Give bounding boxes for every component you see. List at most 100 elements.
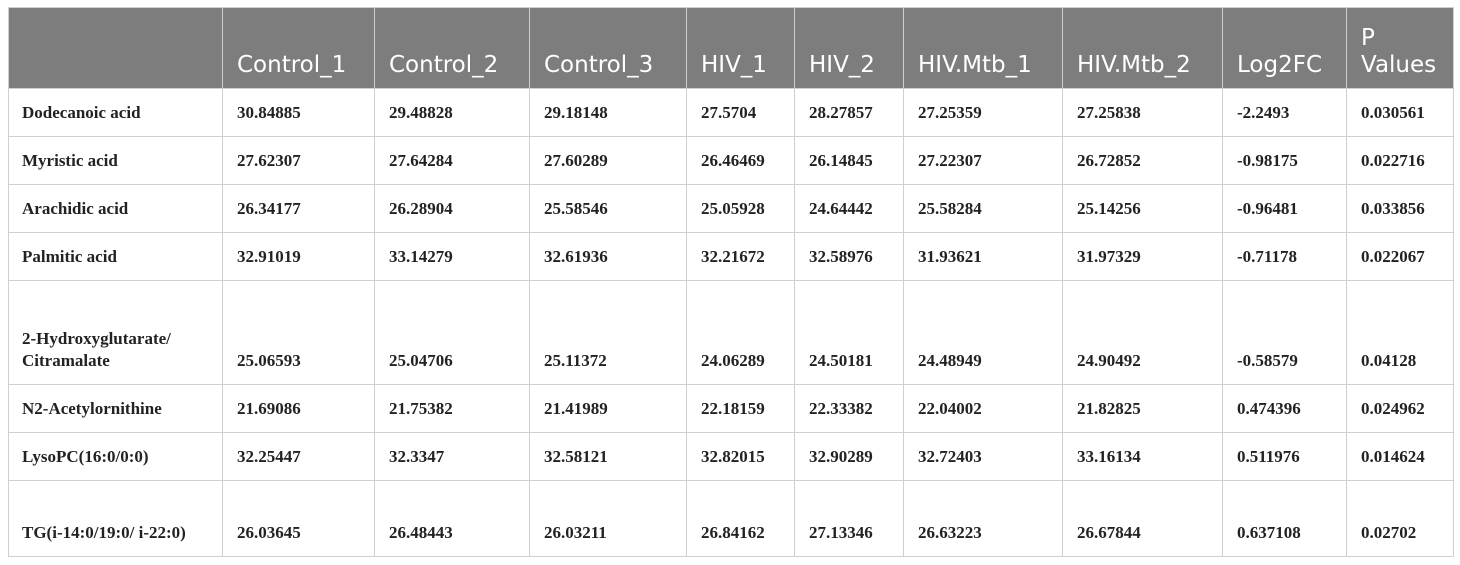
table-row: N2-Acetylornithine 21.69086 21.75382 21.…: [9, 385, 1454, 433]
value-cell: 32.72403: [904, 433, 1063, 481]
value-cell: 22.04002: [904, 385, 1063, 433]
log2fc-cell: -0.58579: [1223, 281, 1347, 385]
value-cell: 27.25838: [1063, 89, 1223, 137]
value-cell: 25.14256: [1063, 185, 1223, 233]
value-cell: 21.41989: [530, 385, 687, 433]
value-cell: 25.05928: [687, 185, 795, 233]
value-cell: 32.3347: [375, 433, 530, 481]
value-cell: 24.50181: [795, 281, 904, 385]
log2fc-cell: -0.98175: [1223, 137, 1347, 185]
table-row: Arachidic acid 26.34177 26.28904 25.5854…: [9, 185, 1454, 233]
value-cell: 32.61936: [530, 233, 687, 281]
value-cell: 32.58976: [795, 233, 904, 281]
value-cell: 32.25447: [223, 433, 375, 481]
p-value-cell: 0.022716: [1347, 137, 1454, 185]
value-cell: 25.04706: [375, 281, 530, 385]
metabolite-name-cell: Dodecanoic acid: [9, 89, 223, 137]
value-cell: 26.72852: [1063, 137, 1223, 185]
value-cell: 27.5704: [687, 89, 795, 137]
value-cell: 32.58121: [530, 433, 687, 481]
value-cell: 25.58546: [530, 185, 687, 233]
header-row: Control_1 Control_2 Control_3 HIV_1 HIV_…: [9, 8, 1454, 89]
value-cell: 32.91019: [223, 233, 375, 281]
value-cell: 27.25359: [904, 89, 1063, 137]
value-cell: 24.48949: [904, 281, 1063, 385]
value-cell: 27.60289: [530, 137, 687, 185]
value-cell: 26.63223: [904, 481, 1063, 557]
value-cell: 33.16134: [1063, 433, 1223, 481]
p-value-cell: 0.030561: [1347, 89, 1454, 137]
table-row: TG(i-14:0/19:0/ i-22:0) 26.03645 26.4844…: [9, 481, 1454, 557]
header-cell-log2fc: Log2FC: [1223, 8, 1347, 89]
metabolite-name-cell: 2-Hydroxyglutarate/ Citramalate: [9, 281, 223, 385]
table-row: Palmitic acid 32.91019 33.14279 32.61936…: [9, 233, 1454, 281]
value-cell: 26.46469: [687, 137, 795, 185]
value-cell: 30.84885: [223, 89, 375, 137]
value-cell: 28.27857: [795, 89, 904, 137]
metabolite-name-cell: Arachidic acid: [9, 185, 223, 233]
value-cell: 26.48443: [375, 481, 530, 557]
p-value-cell: 0.022067: [1347, 233, 1454, 281]
value-cell: 27.13346: [795, 481, 904, 557]
header-cell-p-values: P Values: [1347, 8, 1454, 89]
value-cell: 26.34177: [223, 185, 375, 233]
log2fc-cell: -2.2493: [1223, 89, 1347, 137]
value-cell: 26.14845: [795, 137, 904, 185]
value-cell: 29.48828: [375, 89, 530, 137]
header-cell-control-3: Control_3: [530, 8, 687, 89]
value-cell: 25.06593: [223, 281, 375, 385]
table-row: 2-Hydroxyglutarate/ Citramalate 25.06593…: [9, 281, 1454, 385]
value-cell: 32.82015: [687, 433, 795, 481]
value-cell: 33.14279: [375, 233, 530, 281]
value-cell: 22.33382: [795, 385, 904, 433]
value-cell: 27.62307: [223, 137, 375, 185]
value-cell: 25.58284: [904, 185, 1063, 233]
value-cell: 22.18159: [687, 385, 795, 433]
log2fc-cell: 0.474396: [1223, 385, 1347, 433]
metabolite-name-cell: Myristic acid: [9, 137, 223, 185]
metabolite-name-cell: N2-Acetylornithine: [9, 385, 223, 433]
log2fc-cell: 0.637108: [1223, 481, 1347, 557]
value-cell: 29.18148: [530, 89, 687, 137]
p-value-cell: 0.024962: [1347, 385, 1454, 433]
value-cell: 32.21672: [687, 233, 795, 281]
value-cell: 25.11372: [530, 281, 687, 385]
p-value-cell: 0.033856: [1347, 185, 1454, 233]
header-cell-control-1: Control_1: [223, 8, 375, 89]
header-cell-hiv-2: HIV_2: [795, 8, 904, 89]
value-cell: 21.69086: [223, 385, 375, 433]
log2fc-cell: -0.96481: [1223, 185, 1347, 233]
p-value-cell: 0.014624: [1347, 433, 1454, 481]
metabolite-name-cell: TG(i-14:0/19:0/ i-22:0): [9, 481, 223, 557]
table-row: Myristic acid 27.62307 27.64284 27.60289…: [9, 137, 1454, 185]
table-row: Dodecanoic acid 30.84885 29.48828 29.181…: [9, 89, 1454, 137]
value-cell: 24.64442: [795, 185, 904, 233]
log2fc-cell: -0.71178: [1223, 233, 1347, 281]
value-cell: 21.82825: [1063, 385, 1223, 433]
log2fc-cell: 0.511976: [1223, 433, 1347, 481]
metabolite-name-cell: Palmitic acid: [9, 233, 223, 281]
value-cell: 26.03211: [530, 481, 687, 557]
p-value-cell: 0.02702: [1347, 481, 1454, 557]
value-cell: 26.03645: [223, 481, 375, 557]
value-cell: 31.93621: [904, 233, 1063, 281]
value-cell: 21.75382: [375, 385, 530, 433]
value-cell: 26.67844: [1063, 481, 1223, 557]
table-row: LysoPC(16:0/0:0) 32.25447 32.3347 32.581…: [9, 433, 1454, 481]
header-cell-hiv-mtb-2: HIV.Mtb_2: [1063, 8, 1223, 89]
value-cell: 24.90492: [1063, 281, 1223, 385]
p-value-cell: 0.04128: [1347, 281, 1454, 385]
metabolite-table: Control_1 Control_2 Control_3 HIV_1 HIV_…: [8, 7, 1454, 557]
header-cell-metabolite: [9, 8, 223, 89]
value-cell: 32.90289: [795, 433, 904, 481]
header-cell-control-2: Control_2: [375, 8, 530, 89]
value-cell: 27.22307: [904, 137, 1063, 185]
header-cell-hiv-1: HIV_1: [687, 8, 795, 89]
value-cell: 24.06289: [687, 281, 795, 385]
value-cell: 31.97329: [1063, 233, 1223, 281]
metabolite-name-cell: LysoPC(16:0/0:0): [9, 433, 223, 481]
value-cell: 27.64284: [375, 137, 530, 185]
value-cell: 26.84162: [687, 481, 795, 557]
value-cell: 26.28904: [375, 185, 530, 233]
header-cell-hiv-mtb-1: HIV.Mtb_1: [904, 8, 1063, 89]
